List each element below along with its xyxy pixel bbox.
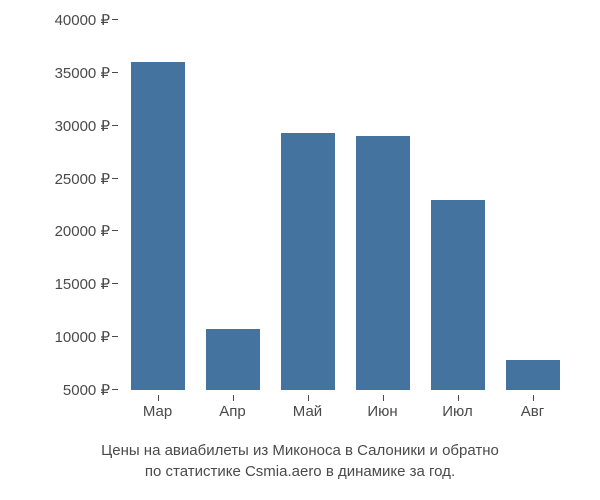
caption-line-2: по статистике Csmia.aero в динамике за г…: [0, 461, 600, 482]
y-tick-label: 35000 ₽: [55, 64, 110, 82]
chart-caption: Цены на авиабилеты из Миконоса в Салоник…: [0, 440, 600, 482]
y-tick-mark: [112, 336, 118, 337]
y-tick-mark: [112, 178, 118, 179]
y-tick-mark: [112, 72, 118, 73]
caption-line-1: Цены на авиабилеты из Миконоса в Салоник…: [0, 440, 600, 461]
bar: [131, 62, 185, 390]
y-tick-mark: [112, 230, 118, 231]
x-tick-label: Апр: [219, 403, 245, 420]
y-tick-label: 40000 ₽: [55, 11, 110, 29]
x-tick-mark: [458, 395, 459, 401]
y-tick-label: 20000 ₽: [55, 222, 110, 240]
bar: [206, 329, 260, 390]
x-tick-mark: [233, 395, 234, 401]
bar: [506, 360, 560, 390]
x-tick-mark: [533, 395, 534, 401]
bar: [356, 136, 410, 390]
y-tick-label: 5000 ₽: [63, 381, 110, 399]
y-tick-label: 15000 ₽: [55, 275, 110, 293]
y-axis: 5000 ₽10000 ₽15000 ₽20000 ₽25000 ₽30000 …: [40, 20, 118, 390]
y-tick-label: 10000 ₽: [55, 328, 110, 346]
bar-chart: 5000 ₽ 10000 ₽ 15000 ₽ 20000 ₽ 25000 ₽ 30000 …: [40, 10, 580, 430]
x-axis: Мар Апр Май Июн Июл Авг: [120, 395, 570, 425]
bar: [431, 200, 485, 390]
plot-area: [120, 20, 570, 390]
x-tick-mark: [383, 395, 384, 401]
y-tick-mark: [112, 19, 118, 20]
y-tick-mark: [112, 389, 118, 390]
bar: [281, 133, 335, 390]
y-tick-mark: [112, 283, 118, 284]
x-tick-label: Июн: [367, 403, 397, 420]
x-tick-label: Июл: [442, 403, 472, 420]
y-tick-label: 30000 ₽: [55, 117, 110, 135]
x-tick-label: Май: [293, 403, 322, 420]
x-tick-mark: [308, 395, 309, 401]
x-tick-label: Авг: [521, 403, 544, 420]
y-tick-label: 25000 ₽: [55, 170, 110, 188]
x-tick-mark: [158, 395, 159, 401]
x-tick-label: Мар: [143, 403, 172, 420]
y-tick-mark: [112, 125, 118, 126]
